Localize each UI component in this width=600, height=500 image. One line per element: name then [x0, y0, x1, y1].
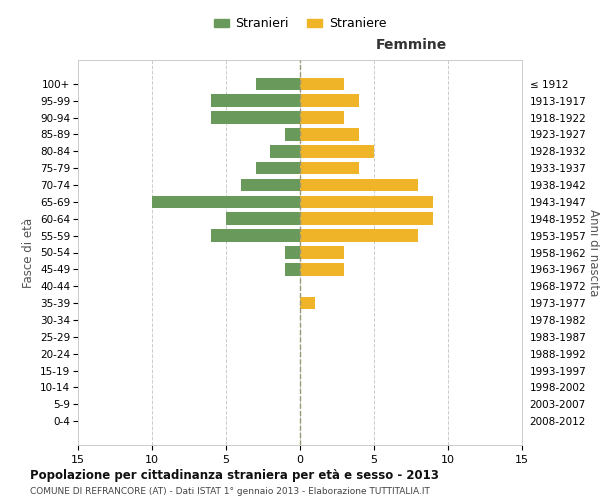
- Bar: [300, 78, 344, 90]
- Bar: [300, 246, 344, 259]
- Legend: Stranieri, Straniere: Stranieri, Straniere: [209, 12, 391, 36]
- Bar: [300, 230, 418, 242]
- Bar: [256, 162, 300, 174]
- Bar: [300, 128, 359, 141]
- Bar: [285, 263, 300, 276]
- Text: COMUNE DI REFRANCORE (AT) - Dati ISTAT 1° gennaio 2013 - Elaborazione TUTTITALIA: COMUNE DI REFRANCORE (AT) - Dati ISTAT 1…: [30, 486, 430, 496]
- Bar: [300, 162, 359, 174]
- Bar: [271, 145, 300, 158]
- Bar: [300, 145, 374, 158]
- Bar: [300, 111, 344, 124]
- Bar: [300, 297, 315, 310]
- Y-axis label: Anni di nascita: Anni di nascita: [587, 209, 600, 296]
- Bar: [300, 178, 418, 192]
- Y-axis label: Fasce di età: Fasce di età: [22, 218, 35, 288]
- Bar: [285, 128, 300, 141]
- Text: Femmine: Femmine: [376, 38, 446, 52]
- Bar: [241, 178, 300, 192]
- Bar: [300, 94, 359, 107]
- Text: Popolazione per cittadinanza straniera per età e sesso - 2013: Popolazione per cittadinanza straniera p…: [30, 470, 439, 482]
- Bar: [226, 212, 300, 225]
- Bar: [211, 230, 300, 242]
- Bar: [285, 246, 300, 259]
- Bar: [152, 196, 300, 208]
- Bar: [300, 263, 344, 276]
- Bar: [211, 111, 300, 124]
- Bar: [211, 94, 300, 107]
- Bar: [256, 78, 300, 90]
- Bar: [300, 212, 433, 225]
- Bar: [300, 196, 433, 208]
